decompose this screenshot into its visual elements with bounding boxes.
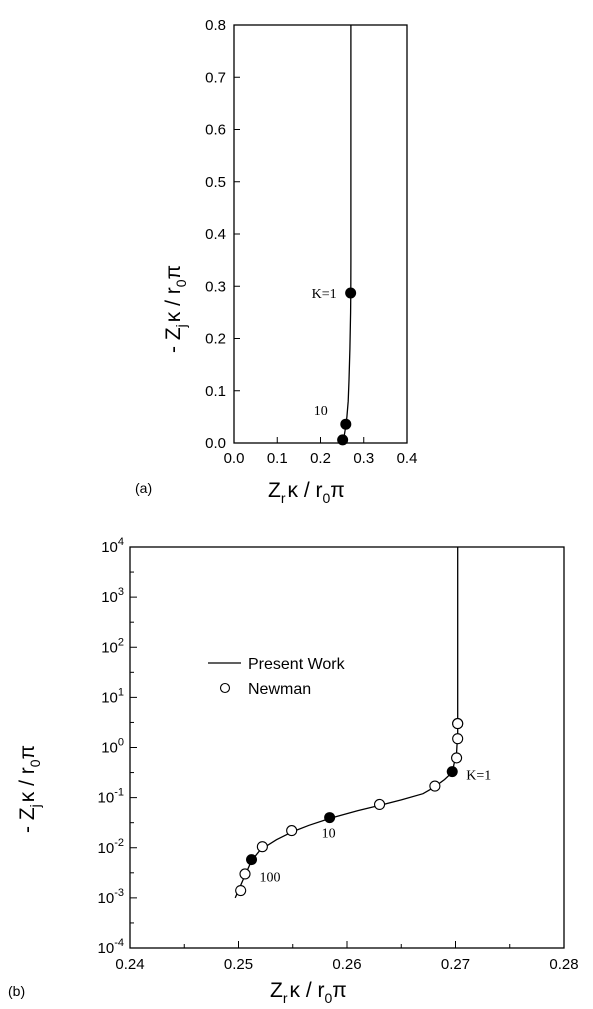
panel-a-frame — [233, 24, 408, 444]
panel-b-y-tick-label: 10-1 — [98, 787, 124, 807]
panel-a-x-ticks: 0.0 0.1 0.2 0.3 0.4 — [224, 437, 418, 467]
panel-a-y-tick-label: 0.8 — [205, 17, 226, 34]
panel-b: 0.24 0.25 0.26 0.27 0.28 10-410-310-210-1100… — [8, 536, 579, 1006]
panel-a-y-tick-label: 0.6 — [205, 122, 226, 139]
panel-a-x-tick-label: 0.3 — [353, 450, 374, 467]
panel-b-newman-point — [373, 798, 386, 811]
panel-b-y-tick-label: 103 — [101, 586, 124, 606]
legend-label-present-work: Present Work — [248, 656, 346, 673]
panel-b-newman-point — [286, 825, 298, 837]
panel-b-newman-point — [256, 841, 268, 853]
panel-b-annotation: 100 — [260, 871, 281, 886]
legend: Present Work Newman — [208, 656, 346, 698]
panel-a-y-tick-label: 0.3 — [205, 278, 226, 295]
panel-a-plot: K=1 10 — [312, 25, 357, 446]
panel-b-y-tick-label: 10-2 — [98, 837, 124, 857]
panel-b-y-tick-label: 10-4 — [98, 937, 124, 957]
panel-b-x-axis-label: Zrκ / r0π — [270, 979, 347, 1006]
panel-b-y-tick-label: 104 — [101, 536, 124, 556]
panel-b-filled-point — [324, 812, 336, 824]
panel-b-x-ticks: 0.24 0.25 0.26 0.27 0.28 — [115, 941, 579, 973]
panel-a-y-tick-label: 0.2 — [205, 331, 226, 348]
panel-a-x-tick-label: 0.0 — [224, 450, 245, 467]
panel-b-annotation: K=1 — [466, 769, 491, 784]
panel-b-annotation: 10 — [322, 827, 336, 842]
panel-a-y-tick-label: 0.5 — [205, 174, 226, 191]
panel-b-x-tick-label: 0.24 — [115, 956, 144, 973]
panel-b-label: (b) — [8, 983, 25, 999]
panel-a-series-line — [341, 25, 352, 444]
panel-b-y-tick-label: 100 — [101, 737, 124, 757]
panel-b-newman-point — [235, 885, 247, 897]
panel-b-newman-point — [429, 780, 441, 792]
panel-a-y-ticks: 0.0 0.1 0.2 0.3 0.4 0.5 0.6 0.7 0.8 — [205, 17, 240, 452]
panel-a-filled-point — [345, 287, 357, 299]
panel-a-y-tick-label: 0.1 — [205, 383, 226, 400]
panel-a: 0.0 0.1 0.2 0.3 0.4 0.0 0.1 0.2 0.3 0.4 0.5 0.6 0.7… — [135, 17, 417, 506]
legend-label-newman: Newman — [248, 681, 311, 698]
panel-b-series-line-present-work — [234, 547, 459, 899]
panel-a-x-tick-label: 0.1 — [267, 450, 288, 467]
panel-b-newman-point — [452, 718, 464, 730]
panel-a-x-tick-label: 0.4 — [397, 450, 418, 467]
panel-b-newman-point — [451, 752, 463, 764]
panel-b-x-tick-label: 0.27 — [441, 956, 470, 973]
panel-b-y-axis-label: - Zjκ / r0π — [16, 745, 43, 833]
panel-b-plot: K=1 10 100 — [234, 547, 491, 899]
panel-b-frame — [129, 546, 565, 949]
panel-a-annotation: K=1 — [312, 287, 337, 302]
panel-b-newman-point — [239, 868, 251, 880]
panel-b-y-tick-label: 101 — [101, 686, 124, 706]
legend-marker-newman — [219, 682, 231, 694]
panel-a-filled-point — [340, 418, 352, 430]
panel-a-x-tick-label: 0.2 — [310, 450, 331, 467]
panel-b-x-tick-label: 0.25 — [224, 956, 253, 973]
panel-b-filled-point — [446, 766, 458, 778]
panel-b-newman-point — [452, 733, 464, 745]
panel-b-x-tick-label: 0.28 — [549, 956, 578, 973]
panel-a-label: (a) — [135, 480, 152, 496]
panel-b-y-tick-label: 10-3 — [98, 887, 124, 907]
panel-a-x-axis-label: Zrκ / r0π — [268, 479, 345, 506]
panel-b-x-tick-label: 0.26 — [332, 956, 361, 973]
panel-a-filled-point — [337, 434, 349, 446]
panel-b-y-tick-label: 102 — [101, 636, 124, 656]
panel-b-filled-point — [246, 854, 258, 866]
panel-a-y-tick-label: 0.7 — [205, 69, 226, 86]
panel-a-y-tick-label: 0.4 — [205, 226, 226, 243]
panel-b-y-ticks: 10-4 10-3 10-2 10-1 100 101 102 103 104 — [98, 536, 137, 957]
panel-a-y-axis-label: - Zjκ / r0π — [162, 265, 189, 353]
panel-a-annotation: 10 — [314, 404, 328, 419]
panel-a-y-tick-label: 0.0 — [205, 435, 226, 452]
